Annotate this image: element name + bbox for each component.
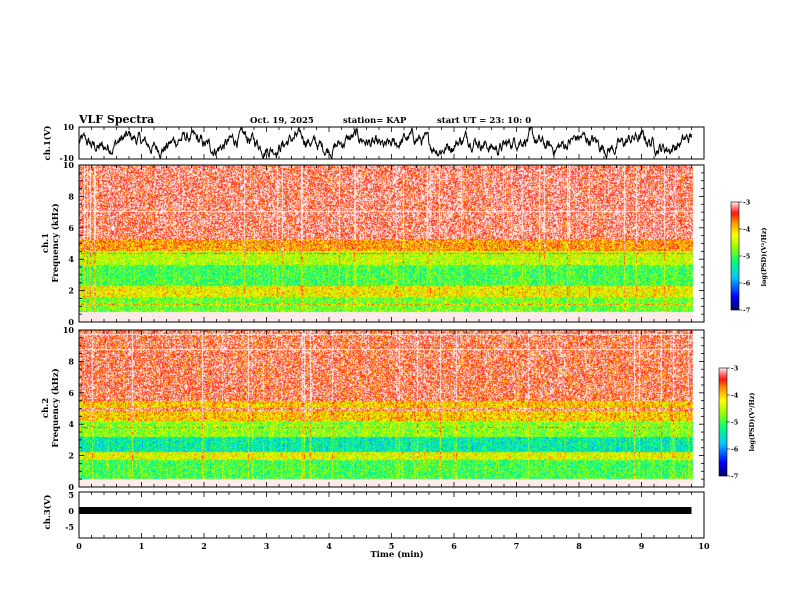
colorbar-tick-label: -4 [743,226,751,234]
colorbar-tick-label: -4 [731,392,739,400]
ch2-spectrogram-panel: 0 2 4 6 8 10 ch.2 Frequency (kHz) [41,325,705,492]
start-time-label: start UT = 23: 10: 0 [437,116,531,126]
y-tick-label: 2 [68,286,74,296]
station-label: station= KAP [343,116,407,126]
y-tick-label: 0 [68,317,74,327]
y-tick-label: 8 [68,191,74,201]
x-tick-label: 7 [514,541,520,551]
y-tick-label: 8 [68,356,74,366]
y-tick-label: 2 [68,451,74,461]
x-tick-label: 2 [201,541,207,551]
colorbar-tick-label: -6 [743,280,751,288]
x-tick-label: 1 [139,541,145,551]
ch2-spectrogram-image [79,330,704,487]
ch1-spectrogram-panel: 0 2 4 6 8 10 ch.1 Frequency (kHz) [41,160,705,327]
ch1-ytick-bottom: -10 [60,153,75,163]
colorbar-tick-label: -3 [731,365,739,373]
colorbar-tick-label: -7 [731,473,738,481]
x-tick-label: 10 [698,541,710,551]
ch3-ytick-0: 0 [68,506,74,516]
colorbar-tick-label: -3 [743,199,751,207]
y-tick-label: 10 [63,160,75,170]
y-tick-label: 4 [68,419,74,429]
ch1-colorbar-label: log(PSD)(V²/Hz) [760,228,768,287]
ch3-ytick-5: 5 [68,490,74,500]
x-axis-label: Time (min) [370,549,423,560]
ch3-ylabel: ch.3(V) [42,495,53,530]
y-tick-label: 6 [68,388,74,398]
colorbar-tick-label: -6 [731,446,739,454]
ch3-ytick-minus5: -5 [65,522,74,532]
x-tick-label: 4 [326,541,332,551]
ch2-spec-ylabel-line2: Frequency (kHz) [50,368,61,447]
ch1-waveform-line [78,126,692,160]
x-tick-label: 6 [451,541,457,551]
ch1-spec-ylabel-line1: ch.1 [41,233,51,253]
y-tick-label: 6 [68,223,74,233]
x-tick-label: 3 [264,541,270,551]
ch1-spec-ylabel-line2: Frequency (kHz) [50,203,61,282]
ch1-waveform-panel: 10 -10 ch.1(V) [42,122,705,163]
x-tick-label: 0 [76,541,82,551]
y-tick-label: 4 [68,254,74,264]
ch2-colorbar-image [719,368,727,476]
ch3-waveform-line [79,507,692,514]
ch1-ytick-top: 10 [63,122,75,132]
ch2-colorbar-label: log(PSD)(V²/Hz) [748,393,756,452]
ch1-colorbar: -3 -4 -5 -6 -7 log(PSD)(V²/Hz) [730,199,768,315]
figure-title: VLF Spectra [78,113,154,126]
ch2-spec-ylabel-line1: ch.2 [41,398,51,418]
ch1-ylabel: ch.1(V) [42,126,53,161]
ch1-colorbar-image [731,202,739,310]
colorbar-tick-label: -5 [731,419,739,427]
y-tick-label: 10 [63,325,75,335]
x-tick-label: 5 [389,541,395,551]
x-tick-label: 8 [576,541,582,551]
ch3-waveform-panel: 5 0 -5 ch.3(V) [42,490,705,539]
ch3-waveform-bg [79,492,704,538]
date-label: Oct. 19, 2025 [250,116,314,126]
x-tick-label: 9 [639,541,645,551]
ch1-spectrogram-image [79,165,704,322]
colorbar-tick-label: -5 [743,253,751,261]
ch2-colorbar: -3 -4 -5 -6 -7 log(PSD)(V²/Hz) [718,365,756,481]
colorbar-tick-label: -7 [743,307,750,315]
y-tick-label: 0 [68,482,74,492]
